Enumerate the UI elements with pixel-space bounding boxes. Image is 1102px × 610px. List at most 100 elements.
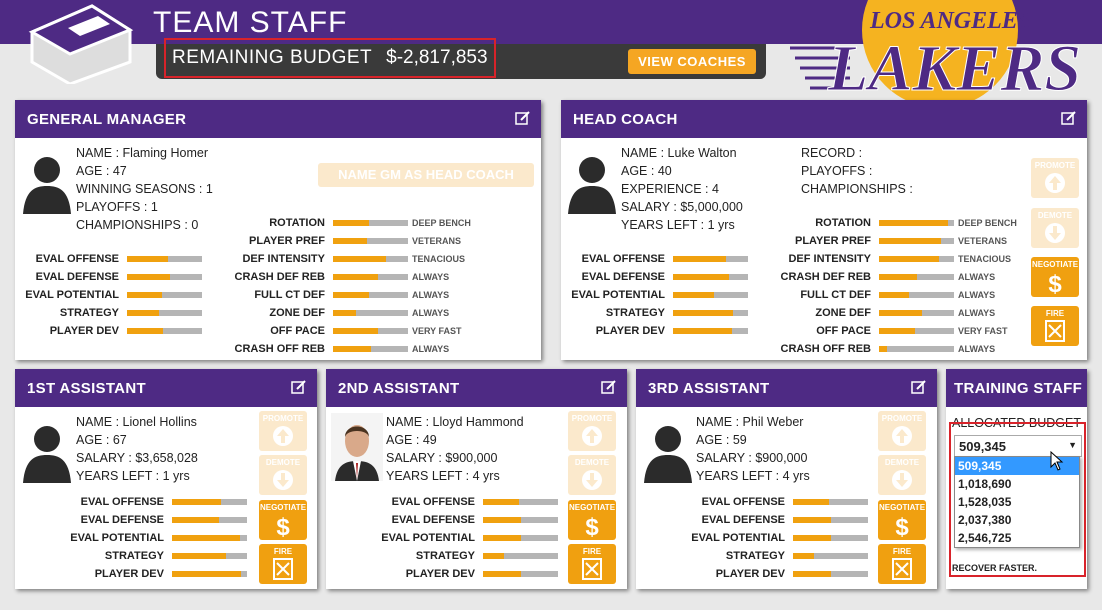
dropdown-option[interactable]: 1,018,690 [958,477,1012,491]
stat-bar-fill [879,328,915,334]
stat-bar-fill [172,535,240,541]
stat-bar-fill [127,328,163,334]
dropdown-option[interactable]: 509,345 [955,457,1079,475]
stat-value-text: ALWAYS [958,272,996,282]
stat-label: STRATEGY [104,550,164,562]
arrow-up-icon [273,426,293,446]
stat-value-text: ALWAYS [412,272,450,282]
first-assistant-panel: 1ST ASSISTANT NAME : Lionel Hollins AGE … [15,369,317,589]
stat-row: EVAL OFFENSE [15,250,202,268]
edit-icon[interactable] [291,379,307,395]
demote-button[interactable]: DEMOTE [878,455,926,495]
stat-bar [793,571,868,577]
stat-row: OFF PACE VERY FAST [561,322,1017,340]
promote-button[interactable]: PROMOTE [259,411,307,451]
stat-bar [793,553,868,559]
stat-bar-fill [333,328,378,334]
dropdown-option[interactable]: 1,528,035 [958,495,1012,509]
fire-button[interactable]: FIRE [568,544,616,584]
negotiate-button[interactable]: NEGOTIATE $ [1031,257,1079,297]
gm-info: NAME : Flaming Homer AGE : 47 WINNING SE… [76,144,213,234]
name-label: NAME : [696,415,740,429]
negotiate-button[interactable]: NEGOTIATE $ [568,500,616,540]
stat-bar [793,535,868,541]
arrow-down-icon [1045,223,1065,243]
fire-button[interactable]: FIRE [259,544,307,584]
age-label: AGE : [621,164,655,178]
stat-bar [333,256,408,262]
stat-bar-fill [673,328,732,334]
negotiate-label: NEGOTIATE [259,503,307,512]
stat-bar-fill [333,256,386,262]
edit-icon[interactable] [1061,110,1077,126]
stat-label: EVAL POTENTIAL [70,532,164,544]
a3-info: NAME : Phil Weber AGE : 59 SALARY : $900… [696,413,810,485]
stat-bar-fill [333,274,378,280]
a2-name: Lloyd Hammond [432,415,524,429]
dropdown-option[interactable]: 2,546,725 [958,531,1012,545]
stat-row: EVAL POTENTIAL [15,529,247,547]
demote-button[interactable]: DEMOTE [259,455,307,495]
stat-row: FULL CT DEF ALWAYS [15,286,471,304]
a3-name: Phil Weber [742,415,804,429]
edit-icon[interactable] [515,110,531,126]
stat-bar [483,535,558,541]
stat-bar [333,220,408,226]
stat-bar [793,499,868,505]
hc-salary: $5,000,000 [680,200,743,214]
general-manager-panel: GENERAL MANAGER NAME : Flaming Homer AGE… [15,100,541,360]
svg-text:$: $ [1048,271,1062,296]
stat-label: CRASH OFF REB [780,343,871,355]
arrow-up-icon [892,426,912,446]
promote-button[interactable]: PROMOTE [878,411,926,451]
hc-age: 40 [657,164,672,178]
stat-bar [333,328,408,334]
stat-bar-fill [879,292,909,298]
stat-value-text: TENACIOUS [412,254,466,264]
stat-bar-fill [483,571,521,577]
hc-name: Luke Walton [667,146,737,160]
view-coaches-button[interactable]: VIEW COACHES [628,49,756,74]
stat-label: ZONE DEF [269,307,325,319]
demote-button[interactable]: DEMOTE [568,455,616,495]
a1-years-left: 1 yrs [162,469,190,483]
coach-headshot [331,413,383,481]
promote-button[interactable]: PROMOTE [1031,158,1079,198]
lakers-logo: LOS ANGELES LAKERS [790,0,1082,100]
panel-title: HEAD COACH [573,111,678,128]
stat-label: PLAYER PREF [794,235,871,247]
name-gm-as-head-coach-button[interactable]: NAME GM AS HEAD COACH [318,163,534,187]
hc-record-info: RECORD : PLAYOFFS : CHAMPIONSHIPS : [801,144,913,198]
a1-evals: EVAL OFFENSE EVAL DEFENSE EVAL POTENTIAL ST… [15,493,247,583]
negotiate-button[interactable]: NEGOTIATE $ [878,500,926,540]
stat-row: EVAL DEFENSE [15,268,202,286]
negotiate-label: NEGOTIATE [878,503,926,512]
demote-button[interactable]: DEMOTE [1031,208,1079,248]
svg-text:LAKERS: LAKERS [827,32,1081,100]
negotiate-button[interactable]: NEGOTIATE $ [259,500,307,540]
promote-button[interactable]: PROMOTE [568,411,616,451]
allocated-budget-select[interactable]: 509,345 ▼ [954,435,1082,457]
stat-bar-fill [879,238,941,244]
stat-row: ZONE DEF ALWAYS [15,304,471,322]
fire-button[interactable]: FIRE [878,544,926,584]
stat-label: DEF INTENSITY [788,253,871,265]
edit-icon[interactable] [911,379,927,395]
fire-button[interactable]: FIRE [1031,306,1079,346]
panel-title: 1ST ASSISTANT [27,380,146,397]
a1-age: 67 [112,433,127,447]
edit-icon[interactable] [601,379,617,395]
fire-label: FIRE [273,547,293,556]
panel-header: 3RD ASSISTANT [636,369,937,407]
stat-label: STRATEGY [605,307,665,319]
a1-salary: $3,658,028 [135,451,198,465]
gm-evals: EVAL OFFENSE EVAL DEFENSE EVAL POTENTIAL ST… [15,250,202,340]
stat-bar [879,310,954,316]
age-label: AGE : [386,433,420,447]
a2-evals: EVAL OFFENSE EVAL DEFENSE EVAL POTENTIAL ST… [326,493,558,583]
dropdown-option[interactable]: 2,037,380 [958,513,1012,527]
stat-row: PLAYER PREF VETERANS [15,232,471,250]
svg-text:$: $ [276,514,290,539]
stat-row: STRATEGY [326,547,558,565]
demote-label: DEMOTE [265,458,301,467]
